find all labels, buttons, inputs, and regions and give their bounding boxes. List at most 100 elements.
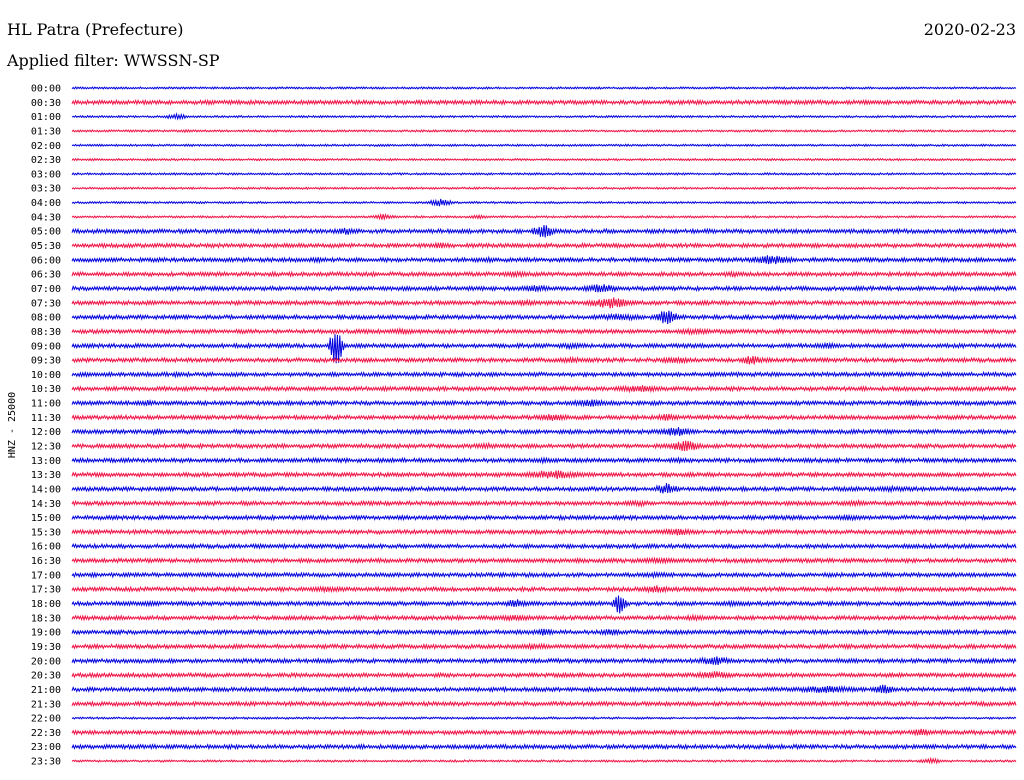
trace-line: [71, 585, 1017, 594]
time-label: 01:30: [31, 126, 61, 137]
time-label: 08:30: [31, 327, 61, 338]
time-label: 21:00: [31, 685, 61, 696]
trace-line: [71, 384, 1017, 394]
trace-line: [71, 684, 1017, 694]
trace-line: [71, 440, 1017, 452]
trace-line: [71, 98, 1017, 106]
trace-line: [71, 556, 1017, 565]
time-label: 16:30: [31, 556, 61, 567]
time-label: 15:30: [31, 527, 61, 538]
time-label: 13:30: [31, 470, 61, 481]
trace-line: [71, 456, 1017, 465]
trace-line: [71, 542, 1017, 550]
time-label: 03:00: [31, 169, 61, 180]
trace-line: [71, 498, 1017, 508]
time-label: 07:00: [31, 284, 61, 295]
trace-line: [71, 700, 1017, 708]
time-label: 23:00: [31, 742, 61, 753]
time-label: 06:30: [31, 270, 61, 281]
trace-line: [71, 186, 1017, 191]
trace-line: [71, 613, 1017, 623]
trace-line: [71, 255, 1017, 265]
time-label: 19:30: [31, 642, 61, 653]
trace-line: [71, 642, 1017, 651]
time-label: 00:30: [31, 98, 61, 109]
trace-line: [71, 398, 1017, 408]
trace-line: [71, 513, 1017, 522]
trace-line: [71, 470, 1017, 479]
time-label: 09:30: [31, 356, 61, 367]
time-label: 00:00: [31, 84, 61, 95]
trace-line: [71, 756, 1017, 765]
time-label: 02:30: [31, 155, 61, 166]
trace-line: [71, 670, 1017, 680]
trace-line: [71, 728, 1017, 737]
time-label: 17:00: [31, 570, 61, 581]
time-label: 10:00: [31, 370, 61, 381]
trace-line: [71, 743, 1017, 751]
time-label: 11:00: [31, 399, 61, 410]
time-label: 03:30: [31, 184, 61, 195]
trace-line: [71, 269, 1017, 279]
seismic-traces: [71, 86, 1017, 765]
station-title: HL Patra (Prefecture): [7, 20, 184, 39]
trace-line: [71, 595, 1017, 614]
time-label: 10:30: [31, 384, 61, 395]
trace-line: [71, 143, 1017, 148]
trace-line: [71, 128, 1017, 134]
trace-line: [71, 310, 1017, 324]
time-label: 20:00: [31, 656, 61, 667]
time-label: 21:30: [31, 699, 61, 710]
time-label: 17:30: [31, 585, 61, 596]
time-label: 04:30: [31, 212, 61, 223]
trace-line: [71, 716, 1017, 721]
trace-line: [71, 157, 1017, 162]
time-label: 20:30: [31, 671, 61, 682]
trace-line: [71, 224, 1017, 238]
time-label: 02:00: [31, 141, 61, 152]
trace-line: [71, 527, 1017, 536]
trace-line: [71, 327, 1017, 336]
time-label: 12:00: [31, 427, 61, 438]
time-label: 18:30: [31, 613, 61, 624]
trace-line: [71, 86, 1017, 90]
trace-line: [71, 355, 1017, 365]
time-label: 14:00: [31, 484, 61, 495]
trace-line: [71, 171, 1017, 176]
trace-line: [71, 483, 1017, 494]
time-label: 12:30: [31, 442, 61, 453]
time-label: 09:00: [31, 341, 61, 352]
trace-line: [71, 212, 1017, 221]
time-label: 11:30: [31, 413, 61, 424]
time-label: 16:00: [31, 542, 61, 553]
time-label: 18:00: [31, 599, 61, 610]
time-label: 05:30: [31, 241, 61, 252]
trace-line: [71, 297, 1017, 309]
time-label: 22:00: [31, 714, 61, 725]
trace-line: [71, 112, 1017, 121]
tick-labels: 00:00 00:30 01:00 01:30 02:00 02:30 03:00 03:30…: [31, 84, 61, 768]
time-label: 13:00: [31, 456, 61, 467]
time-label: 23:30: [31, 757, 61, 768]
trace-line: [71, 412, 1017, 422]
trace-line: [71, 370, 1017, 379]
trace-line: [71, 427, 1017, 436]
trace-line: [71, 334, 1017, 364]
trace-line: [71, 198, 1017, 207]
time-label: 01:00: [31, 112, 61, 123]
time-label: 22:30: [31, 728, 61, 739]
time-label: 04:00: [31, 198, 61, 209]
y-axis-label: HNZ - 25000: [7, 392, 18, 458]
time-label: 07:30: [31, 298, 61, 309]
trace-line: [71, 241, 1017, 250]
trace-line: [71, 570, 1017, 580]
time-label: 14:30: [31, 499, 61, 510]
time-label: 19:00: [31, 628, 61, 639]
time-label: 05:00: [31, 227, 61, 238]
trace-line: [71, 656, 1017, 665]
time-label: 15:00: [31, 513, 61, 524]
time-label: 08:00: [31, 313, 61, 324]
filter-label: Applied filter: WWSSN-SP: [7, 51, 220, 70]
trace-line: [71, 628, 1017, 637]
